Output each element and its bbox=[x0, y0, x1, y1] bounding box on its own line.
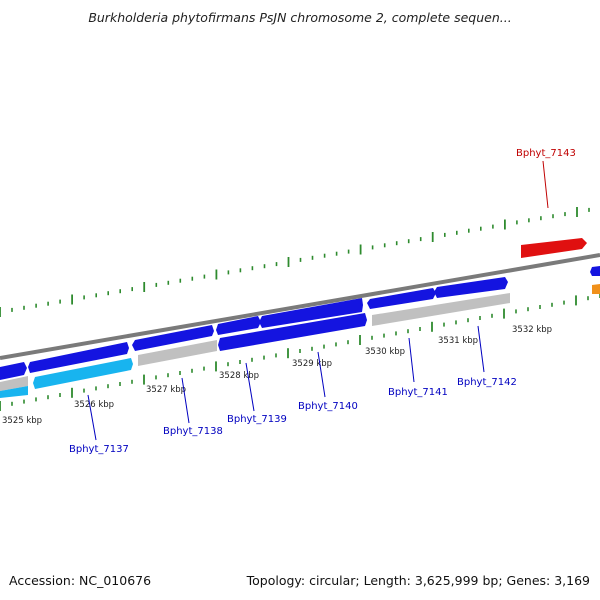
kbp-scale: 3525 kbp 3526 kbp 3527 kbp 3528 kbp 3529… bbox=[2, 325, 552, 426]
gene-7142-gray[interactable] bbox=[372, 293, 510, 326]
gene-7142[interactable] bbox=[434, 277, 508, 298]
gene-partial-orange[interactable] bbox=[592, 284, 600, 294]
kbp-label: 3527 kbp bbox=[146, 385, 186, 395]
gene-7139a[interactable] bbox=[216, 316, 261, 335]
topology-summary: Topology: circular; Length: 3,625,999 bp… bbox=[246, 573, 590, 588]
gene-7137a[interactable] bbox=[28, 342, 129, 373]
map-title: Burkholderia phytofirmans PsJN chromosom… bbox=[88, 10, 512, 25]
kbp-label: 3528 kbp bbox=[219, 371, 259, 381]
gene-7138a[interactable] bbox=[132, 325, 214, 351]
gene-label-bphyt-7142[interactable]: Bphyt_7142 bbox=[457, 377, 517, 388]
gene-labels: Bphyt_7137 Bphyt_7138 Bphyt_7139 Bphyt_7… bbox=[69, 148, 576, 455]
accession-text: Accession: NC_010676 bbox=[9, 573, 152, 588]
leader-line bbox=[408, 337, 415, 383]
lower-tick-track bbox=[0, 294, 600, 411]
gene-label-bphyt-7141[interactable]: Bphyt_7141 bbox=[388, 387, 448, 398]
gene-bphyt-7143[interactable] bbox=[521, 238, 587, 258]
kbp-label: 3529 kbp bbox=[292, 359, 332, 369]
gene-features[interactable] bbox=[0, 238, 600, 398]
leader-line bbox=[317, 351, 326, 398]
leader-line bbox=[245, 362, 255, 412]
gene-7140b[interactable] bbox=[218, 313, 367, 351]
gene-label-bphyt-7138[interactable]: Bphyt_7138 bbox=[163, 426, 223, 437]
gene-left-edge-cyan[interactable] bbox=[0, 386, 28, 398]
leader-line bbox=[477, 325, 485, 373]
leader-line bbox=[87, 394, 97, 441]
gene-label-bphyt-7140[interactable]: Bphyt_7140 bbox=[298, 401, 358, 412]
leader-line bbox=[181, 377, 190, 424]
kbp-label: 3525 kbp bbox=[2, 416, 42, 426]
gene-label-bphyt-7143[interactable]: Bphyt_7143 bbox=[516, 148, 576, 159]
kbp-label: 3526 kbp bbox=[74, 400, 114, 410]
gene-left-edge-a[interactable] bbox=[0, 362, 27, 380]
kbp-label: 3532 kbp bbox=[512, 325, 552, 335]
gene-7138-gray[interactable] bbox=[138, 340, 217, 366]
upper-tick-track bbox=[0, 207, 590, 317]
gene-7141[interactable] bbox=[367, 288, 436, 309]
gene-partial-blue[interactable] bbox=[590, 266, 600, 276]
kbp-label: 3530 kbp bbox=[365, 347, 405, 357]
leader-line bbox=[542, 160, 549, 209]
gene-label-bphyt-7137[interactable]: Bphyt_7137 bbox=[69, 444, 129, 455]
gene-7137-cyan[interactable] bbox=[33, 358, 133, 389]
kbp-label: 3531 kbp bbox=[438, 336, 478, 346]
gene-label-leaders bbox=[87, 160, 549, 441]
backbone-line bbox=[0, 253, 600, 360]
gene-7140a[interactable] bbox=[259, 298, 363, 328]
gene-label-bphyt-7139[interactable]: Bphyt_7139 bbox=[227, 414, 287, 425]
